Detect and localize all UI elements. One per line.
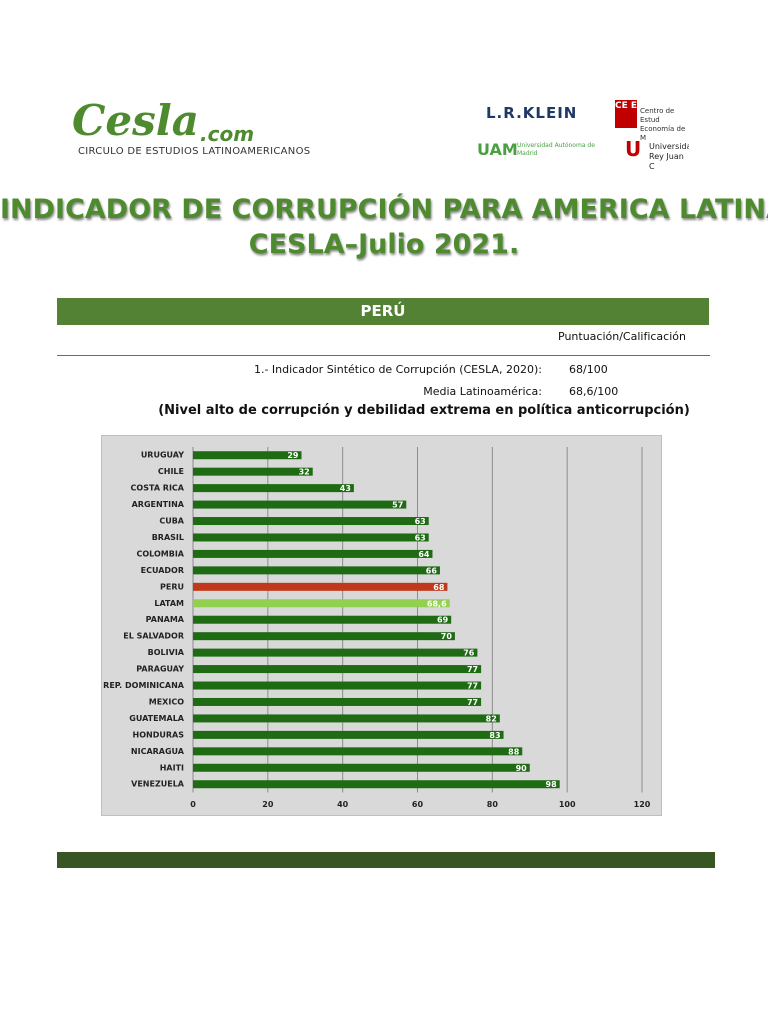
data-label: 43: [340, 484, 351, 493]
y-tick-label: URUGUAY: [141, 451, 184, 460]
y-tick-label: COSTA RICA: [131, 484, 185, 493]
row-label: 1.- Indicador Sintético de Corrupción (C…: [253, 363, 542, 376]
y-tick-label: MEXICO: [149, 697, 184, 706]
bar: [193, 730, 504, 739]
y-tick-label: VENEZUELA: [131, 780, 185, 789]
bar: [193, 681, 482, 690]
y-tick-label: REP. DOMINICANA: [103, 681, 185, 690]
note: (Nivel alto de corrupción y debilidad ex…: [158, 403, 690, 418]
logo-domain: .com: [200, 122, 255, 146]
bar: [193, 632, 455, 641]
data-label: 68,6: [427, 599, 447, 608]
uam-logo: UAM: [477, 140, 518, 159]
data-label: 83: [489, 731, 500, 740]
x-tick-label: 120: [634, 800, 651, 809]
bar: [193, 533, 429, 542]
uam-name: Universidad Autónoma de Madrid: [517, 142, 595, 157]
bar: [193, 500, 407, 509]
row-label: Media Latinoamérica:: [423, 385, 542, 398]
y-tick-label: PERU: [160, 582, 184, 591]
data-label: 63: [415, 533, 426, 542]
rule: [57, 355, 710, 356]
data-label: 76: [463, 649, 475, 658]
data-label: 88: [508, 747, 520, 756]
bar: [193, 714, 500, 723]
y-tick-label: HONDURAS: [133, 730, 185, 739]
urjc-name: Universida Rey Juan C: [649, 142, 689, 171]
y-tick-label: BOLIVIA: [148, 648, 185, 657]
data-label: 66: [426, 566, 438, 575]
y-tick-label: EL SALVADOR: [123, 632, 184, 641]
title: CESLA–Julio 2021.: [248, 229, 520, 260]
row-value: 68/100: [569, 363, 608, 376]
bar: [193, 484, 354, 493]
bar: [193, 648, 478, 657]
klein-logo: L.R.KLEIN: [486, 104, 578, 122]
y-tick-label: COLOMBIA: [136, 549, 184, 558]
data-label: 77: [467, 665, 478, 674]
bar: [193, 615, 452, 624]
ceem-name: Centro de Estud Economía de M: [640, 107, 686, 142]
bar: [193, 747, 523, 756]
footer-bar: [57, 852, 715, 868]
bar: [193, 697, 482, 706]
x-tick-label: 20: [262, 800, 274, 809]
bar: [193, 549, 433, 558]
data-label: 70: [441, 632, 453, 641]
y-tick-label: GUATEMALA: [129, 714, 185, 723]
logo-subtitle: CIRCULO DE ESTUDIOS LATINOAMERICANOS: [78, 146, 311, 157]
y-tick-label: HAITI: [160, 763, 184, 772]
bar: [193, 665, 482, 674]
y-tick-label: NICARAGUA: [131, 747, 185, 756]
x-tick-label: 60: [412, 800, 424, 809]
data-label: 68: [433, 583, 445, 592]
score-header: Puntuación/Calificación: [558, 330, 686, 343]
data-label: 77: [467, 682, 478, 691]
data-label: 69: [437, 616, 449, 625]
bar: [193, 451, 302, 460]
bar: [193, 566, 440, 575]
ceem-logo: CE EM: [615, 100, 646, 128]
y-tick-label: LATAM: [154, 599, 184, 608]
title: INDICADOR DE CORRUPCIÓN PARA AMERICA LAT…: [0, 194, 768, 225]
data-label: 64: [418, 550, 430, 559]
bar: [193, 517, 429, 526]
section-bar: PERÚ: [57, 298, 709, 325]
y-tick-label: BRASIL: [152, 533, 184, 542]
y-tick-label: CHILE: [158, 467, 184, 476]
urjc-logo: U: [625, 137, 642, 161]
data-label: 63: [415, 517, 426, 526]
y-tick-label: ECUADOR: [141, 566, 184, 575]
data-label: 90: [516, 764, 528, 773]
bar: [193, 780, 560, 789]
data-label: 77: [467, 698, 478, 707]
chart-frame: [101, 435, 662, 816]
row-value: 68,6/100: [569, 385, 619, 398]
data-label: 82: [486, 714, 497, 723]
y-tick-label: PARAGUAY: [136, 665, 184, 674]
y-tick-label: PANAMA: [146, 615, 185, 624]
data-label: 32: [299, 468, 310, 477]
chart: 0 20 40 60 80 100 120 URUGUAY 29 CHILE 32 COSTA RIC…: [101, 435, 662, 816]
data-label: 98: [546, 780, 558, 789]
data-label: 57: [392, 501, 403, 510]
y-tick-label: ARGENTINA: [132, 500, 185, 509]
data-label: 29: [287, 451, 299, 460]
bar: [193, 582, 448, 591]
bar: [193, 763, 530, 772]
logo: Cesla: [72, 96, 199, 145]
x-tick-label: 80: [487, 800, 499, 809]
bar: [193, 599, 450, 608]
x-tick-label: 40: [337, 800, 349, 809]
x-tick-label: 0: [190, 800, 196, 809]
bar: [193, 467, 313, 476]
y-tick-label: CUBA: [159, 517, 184, 526]
x-tick-label: 100: [559, 800, 576, 809]
